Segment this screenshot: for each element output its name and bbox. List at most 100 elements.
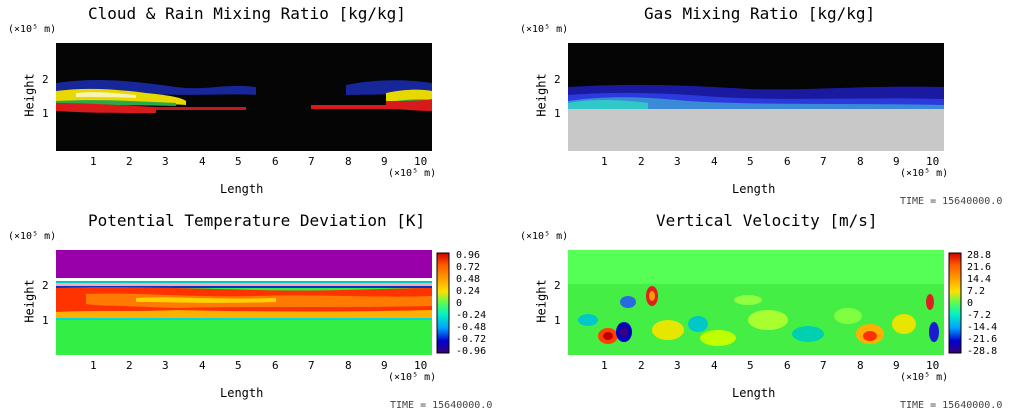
x-tick: 6: [784, 155, 791, 168]
x-unit-label: (×10⁵ m): [388, 168, 437, 179]
colorbar-label: -0.96: [456, 346, 487, 357]
y-tick: 2: [42, 73, 49, 86]
x-unit-label: (×10⁵ m): [900, 168, 949, 179]
x-tick: 3: [674, 155, 681, 168]
colorbar-label: 21.6: [967, 262, 992, 273]
x-tick: 6: [784, 359, 791, 372]
chart-title: Cloud & Rain Mixing Ratio [kg/kg]: [88, 4, 406, 23]
colorbar-label: 28.8: [967, 250, 992, 261]
x-tick: 2: [638, 359, 645, 372]
x-axis-label: Length: [220, 182, 264, 196]
x-tick: 3: [674, 359, 681, 372]
velocity-field: [568, 250, 944, 355]
x-tick: 8: [857, 359, 864, 372]
x-tick: 1: [601, 155, 608, 168]
x-tick: 6: [272, 155, 279, 168]
x-tick: 9: [893, 155, 900, 168]
chart-title: Potential Temperature Deviation [K]: [88, 211, 426, 230]
y-tick: 1: [42, 314, 49, 327]
y-tick: 2: [554, 73, 561, 86]
colorbar-label: 0.96: [456, 250, 481, 261]
colorbar-label: 0.24: [456, 286, 481, 297]
x-tick: 4: [199, 155, 206, 168]
colorbar-label: -28.8: [967, 346, 998, 357]
x-axis-label: Length: [732, 386, 776, 400]
y-tick: 2: [42, 279, 49, 292]
x-tick: 5: [747, 359, 754, 372]
y-axis-label: Height: [534, 73, 549, 117]
colorbar-label: -0.24: [456, 310, 487, 321]
x-tick: 2: [638, 155, 645, 168]
x-unit-label: (×10⁵ m): [900, 372, 949, 383]
colorbar-gradient: [948, 252, 962, 354]
x-tick: 10: [414, 359, 428, 372]
x-tick: 5: [747, 155, 754, 168]
plot-area: [568, 250, 944, 355]
y-axis-label: Height: [534, 279, 549, 323]
y-unit-label: (×10⁵ m): [520, 231, 569, 242]
colorbar-label: 0: [456, 298, 463, 309]
y-tick: 1: [42, 107, 49, 120]
time-label: TIME = 15640000.0: [900, 196, 1003, 207]
y-axis-label: Height: [22, 279, 37, 323]
x-tick: 2: [126, 155, 133, 168]
time-label: TIME = 15640000.0: [900, 400, 1003, 411]
x-tick: 2: [126, 359, 133, 372]
x-tick: 10: [926, 359, 940, 372]
x-tick: 7: [308, 155, 315, 168]
y-unit-label: (×10⁵ m): [520, 24, 569, 35]
x-tick: 1: [90, 359, 97, 372]
colorbar-label: -0.48: [456, 322, 487, 333]
x-tick: 4: [711, 359, 718, 372]
x-tick: 10: [414, 155, 428, 168]
y-tick: 1: [554, 107, 561, 120]
plot-area: [568, 43, 944, 151]
x-tick: 9: [381, 359, 388, 372]
x-tick: 6: [272, 359, 279, 372]
x-tick: 8: [345, 359, 352, 372]
x-tick: 1: [90, 155, 97, 168]
plot-area: [56, 250, 432, 355]
colorbar-label: 0.48: [456, 274, 481, 285]
x-unit-label: (×10⁵ m): [388, 372, 437, 383]
x-tick: 4: [711, 155, 718, 168]
x-tick: 10: [926, 155, 940, 168]
y-tick: 1: [554, 314, 561, 327]
x-tick: 8: [345, 155, 352, 168]
x-tick: 1: [601, 359, 608, 372]
x-tick: 9: [893, 359, 900, 372]
colorbar-label: 0.72: [456, 262, 481, 273]
x-tick: 7: [308, 359, 315, 372]
y-unit-label: (×10⁵ m): [8, 231, 57, 242]
theta-field: [56, 250, 432, 355]
colorbar-label: -0.72: [456, 334, 487, 345]
y-unit-label: (×10⁵ m): [8, 24, 57, 35]
colorbar-label: -14.4: [967, 322, 998, 333]
x-tick: 8: [857, 155, 864, 168]
colorbar-label: -21.6: [967, 334, 998, 345]
colorbar-gradient: [436, 252, 450, 354]
y-tick: 2: [554, 279, 561, 292]
colorbar: [948, 252, 962, 354]
plot-area: [56, 43, 432, 151]
x-tick: 7: [820, 155, 827, 168]
x-tick: 3: [162, 359, 169, 372]
chart-title: Vertical Velocity [m/s]: [656, 211, 878, 230]
y-axis-label: Height: [22, 73, 37, 117]
x-axis-label: Length: [732, 182, 776, 196]
gas-field: [568, 43, 944, 151]
cloud-rain-field: [56, 43, 432, 151]
chart-title: Gas Mixing Ratio [kg/kg]: [644, 4, 876, 23]
colorbar-label: 14.4: [967, 274, 992, 285]
x-tick: 5: [235, 359, 242, 372]
colorbar-label: 7.2: [967, 286, 986, 297]
time-label: TIME = 15640000.0: [390, 400, 493, 411]
colorbar: [436, 252, 450, 354]
colorbar-label: -7.2: [967, 310, 992, 321]
x-tick: 7: [820, 359, 827, 372]
x-tick: 3: [162, 155, 169, 168]
x-tick: 9: [381, 155, 388, 168]
x-axis-label: Length: [220, 386, 264, 400]
colorbar-label: 0: [967, 298, 974, 309]
x-tick: 5: [235, 155, 242, 168]
